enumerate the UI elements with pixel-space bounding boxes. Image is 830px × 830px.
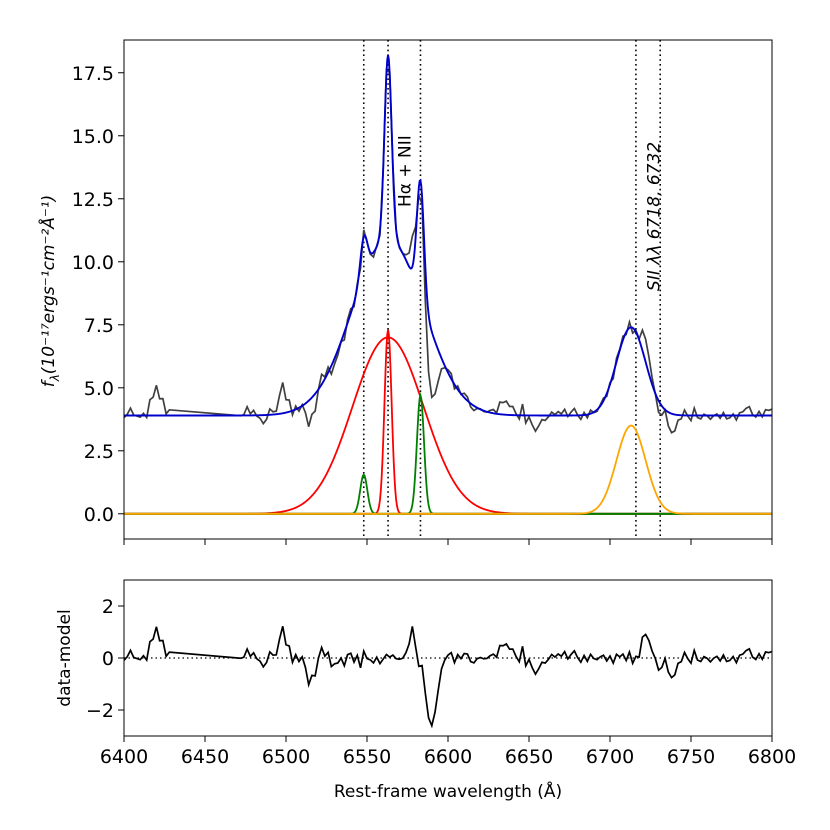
flux-y-tick-label: 15.0	[72, 126, 114, 148]
wavelength-x-tick-label: 6600	[424, 746, 472, 768]
line-annotations: Hα + NII SII λλ 6718, 6732	[395, 135, 664, 291]
reference-lines	[362, 40, 662, 539]
total-model-line	[124, 54, 772, 417]
residual-y-tick-label: 2	[102, 596, 114, 618]
wavelength-x-tick-label: 6700	[586, 746, 634, 768]
nii-6548-line	[124, 473, 772, 515]
top-x-ticks	[123, 539, 773, 545]
sii-doublet-line	[124, 424, 772, 515]
flux-axis-label: fλ(10⁻¹⁷ergs⁻¹cm⁻²Å⁻¹)	[37, 195, 62, 388]
wavelength-x-tick-label: 6450	[181, 746, 229, 768]
top-y-ticks: 0.0 2.5 5.0 7.5 10.0 12.5 15.0 17.5	[72, 63, 124, 526]
wavelength-x-tick-label: 6400	[100, 746, 148, 768]
spectrum-frame	[123, 39, 773, 540]
wavelength-x-tick-label: 6750	[667, 746, 715, 768]
halpha-nii-annotation: Hα + NII	[395, 135, 415, 207]
gaussian-components	[124, 329, 772, 515]
spectrum-panel: 0.0 2.5 5.0 7.5 10.0 12.5 15.0 17.5 Hα + NII SII…	[37, 39, 773, 545]
nii-6583-line	[124, 391, 772, 515]
residual-axis-label: data-model	[55, 609, 75, 706]
residual-frame	[123, 579, 773, 737]
flux-y-tick-label: 5.0	[84, 378, 114, 400]
flux-y-tick-label: 0.0	[84, 504, 114, 526]
wavelength-axis-label: Rest-frame wavelength (Å)	[334, 780, 562, 802]
bottom-y-ticks: −2 0 2	[86, 596, 124, 722]
wavelength-x-tick-label: 6550	[343, 746, 391, 768]
wavelength-x-tick-label: 6650	[505, 746, 553, 768]
flux-y-tick-label: 17.5	[72, 63, 114, 85]
wavelength-x-tick-label: 6500	[262, 746, 310, 768]
flux-y-tick-label: 7.5	[84, 315, 114, 337]
wavelength-x-tick-label: 6800	[748, 746, 796, 768]
observed-spectrum-line	[124, 68, 772, 434]
bottom-x-ticks: 6400 6450 6500 6550 6600 6650 6700 6750 6800	[100, 736, 796, 768]
residual-y-tick-label: 0	[102, 648, 114, 670]
flux-y-tick-label: 2.5	[84, 441, 114, 463]
residual-y-tick-label: −2	[86, 700, 114, 722]
sii-annotation: SII λλ 6718, 6732	[645, 142, 665, 291]
broad-halpha-line	[124, 336, 772, 515]
narrow-halpha-line	[124, 329, 772, 515]
flux-y-tick-label: 10.0	[72, 252, 114, 274]
flux-y-tick-label: 12.5	[72, 189, 114, 211]
residual-line	[124, 626, 772, 729]
residual-panel: −2 0 2 6400 6450 6500 6550 6600 6650 6700 6750 680…	[55, 579, 796, 802]
